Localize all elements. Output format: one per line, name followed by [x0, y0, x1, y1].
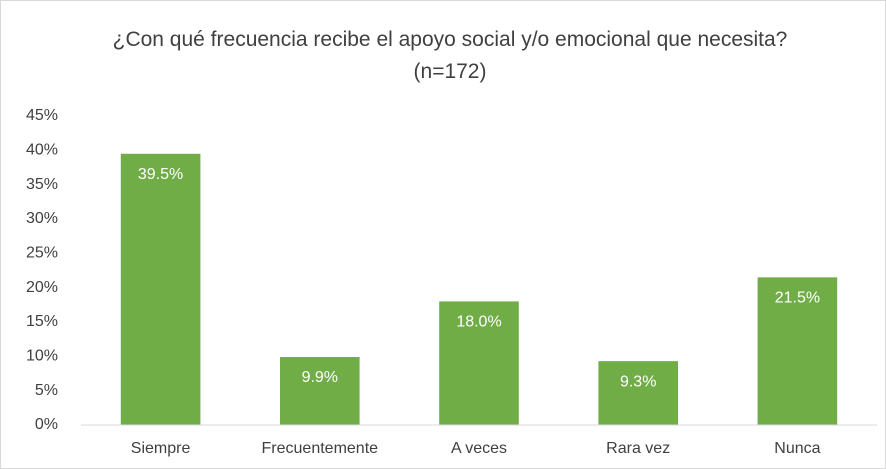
x-tick-label: A veces [451, 440, 507, 457]
bar [120, 153, 201, 425]
data-label: 18.0% [456, 314, 501, 331]
y-tick-label: 0% [35, 416, 58, 433]
data-label: 9.3% [620, 373, 656, 390]
y-tick-label: 30% [26, 210, 58, 227]
data-label: 21.5% [775, 290, 820, 307]
bar [280, 357, 360, 425]
x-tick-label: Rara vez [606, 440, 670, 457]
y-tick-label: 5% [35, 382, 58, 399]
y-tick-label: 15% [26, 313, 58, 330]
y-tick-label: 25% [26, 245, 58, 262]
x-tick-label: Nunca [774, 440, 820, 457]
y-tick-label: 45% [26, 107, 58, 124]
bar [757, 277, 838, 425]
bar [439, 301, 519, 425]
x-tick-label: Siempre [131, 440, 191, 457]
chart-title: ¿Con qué frecuencia recibe el apoyo soci… [112, 28, 788, 83]
bar [598, 361, 678, 425]
data-label: 39.5% [138, 166, 183, 183]
x-tick-label: Frecuentemente [262, 440, 379, 457]
y-tick-label: 40% [26, 142, 58, 159]
y-tick-label: 35% [26, 176, 58, 193]
y-tick-label: 10% [26, 348, 58, 365]
data-label: 9.9% [302, 369, 338, 386]
y-tick-label: 20% [26, 279, 58, 296]
